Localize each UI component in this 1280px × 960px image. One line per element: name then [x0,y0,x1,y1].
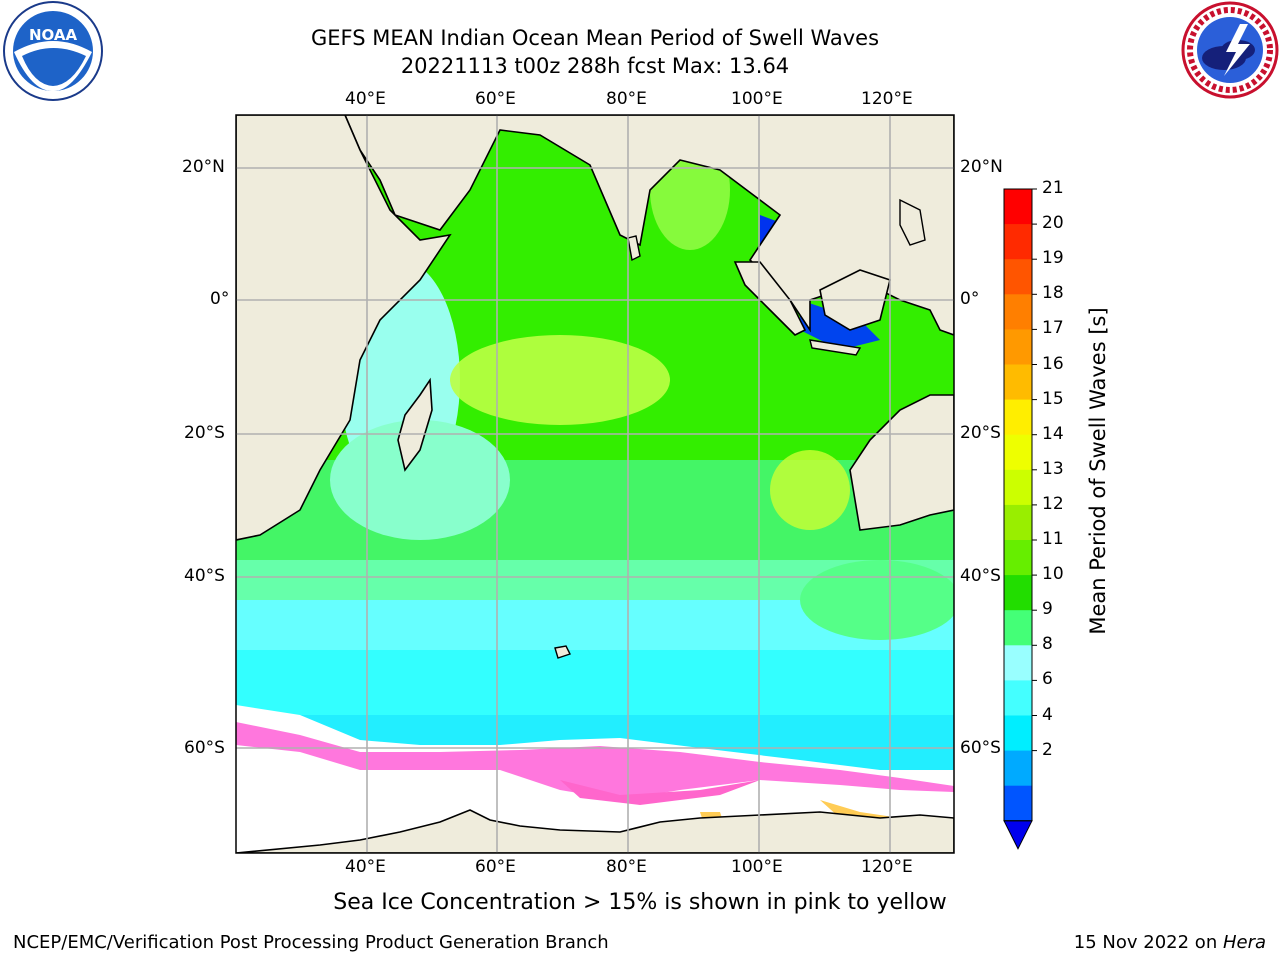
lon-label-bottom: 120°E [861,857,913,877]
lat-label-left: 20°N [182,157,225,177]
colorbar-extend-arrow [1003,820,1033,850]
colorbar-segment [1004,434,1032,471]
colorbar-tick-label: 13 [1042,458,1064,479]
colorbar-segment [1004,294,1032,330]
lon-label-bottom: 60°E [475,857,516,877]
colorbar-segment [1004,224,1032,260]
lon-label-bottom: 40°E [345,857,386,877]
colorbar-tick-label: 10 [1042,564,1064,585]
noaa-logo-icon: NOAA [2,0,104,106]
lon-label-top: 60°E [475,89,516,109]
colorbar-tick-label: 4 [1042,704,1053,725]
lat-label-right: 60°S [960,738,1001,758]
nws-logo-icon [1180,0,1280,104]
colorbar-segment [1004,329,1032,365]
colorbar-tick-label: 9 [1042,599,1053,620]
colorbar-tick-label: 14 [1042,423,1064,444]
colorbar-segment [1004,680,1032,716]
lat-label-left: 0° [210,289,230,309]
colorbar-segment [1004,645,1032,681]
lon-label-top: 80°E [606,89,647,109]
chart-title: GEFS MEAN Indian Ocean Mean Period of Sw… [310,26,880,50]
colorbar-segment [1004,399,1032,436]
colorbar-tick-label: 2 [1042,739,1053,760]
colorbar-segment [1004,189,1032,225]
colorbar-tick-label: 11 [1042,529,1064,549]
colorbar-segment [1004,469,1032,506]
lon-label-top: 100°E [731,89,783,109]
colorbar-segment [1004,504,1032,541]
colorbar-tick-label: 18 [1042,283,1064,304]
lon-label-top: 40°E [345,89,386,109]
colorbar-tick-label: 15 [1042,388,1064,409]
colorbar-tick-label: 6 [1042,669,1053,690]
colorbar-segment [1004,575,1032,611]
lat-label-right: 20°N [960,157,1003,177]
colorbar-tick-label: 21 [1042,178,1064,198]
chart-subtitle: 20221113 t00z 288h fcst Max: 13.64 [400,54,790,78]
lon-label-bottom: 80°E [606,857,647,877]
footer-machine: Hera [1222,932,1266,953]
lat-label-left: 40°S [184,566,225,586]
colorbar-segment [1004,610,1032,646]
footer-date-text: 15 Nov 2022 on [1073,932,1223,953]
colorbar-segment [1004,785,1032,822]
lat-label-left: 60°S [184,738,225,758]
colorbar-tick-label: 16 [1042,353,1064,374]
footer-date: 15 Nov 2022 on Hera [1074,932,1266,953]
colorbar-segment [1004,540,1032,576]
lon-label-top: 120°E [861,89,913,109]
lon-label-bottom: 100°E [731,857,783,877]
lat-label-left: 20°S [184,423,225,443]
colorbar-segment [1004,750,1032,787]
footer-credit: NCEP/EMC/Verification Post Processing Pr… [13,932,609,953]
colorbar-tick-label: 19 [1042,248,1064,269]
lat-label-right: 40°S [960,566,1001,586]
colorbar-segment [1004,364,1032,401]
colorbar-tick-label: 8 [1042,634,1053,655]
colorbar-tick-label: 17 [1042,318,1064,339]
lat-label-right: 0° [960,289,980,309]
lat-label-right: 20°S [960,423,1001,443]
colorbar-title: Mean Period of Swell Waves [s] [1086,307,1110,635]
colorbar-tick-label: 20 [1042,213,1064,234]
colorbar-segment [1004,259,1032,295]
sea-ice-note: Sea Ice Concentration > 15% is shown in … [333,890,947,915]
colorbar-segment [1004,715,1032,752]
svg-text:NOAA: NOAA [29,26,78,44]
colorbar-tick-label: 12 [1042,493,1064,514]
